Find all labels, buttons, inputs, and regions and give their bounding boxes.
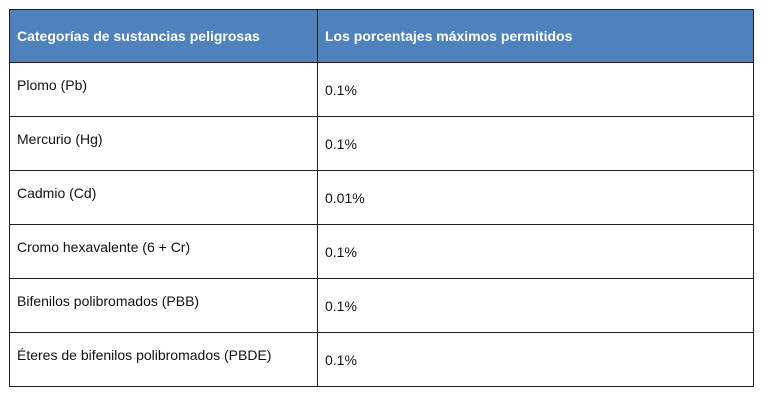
cell-max-percentage: 0.1% <box>317 332 754 387</box>
cell-max-percentage: 0.1% <box>317 116 754 171</box>
hazardous-substances-table: Categorías de sustancias peligrosas Los … <box>9 9 754 387</box>
cell-category: Cromo hexavalente (6 + Cr) <box>9 224 318 279</box>
cell-category: Plomo (Pb) <box>9 62 318 117</box>
table-row: Cadmio (Cd) 0.01% <box>9 170 754 225</box>
cell-category: Bifenilos polibromados (PBB) <box>9 278 318 333</box>
table-row: Éteres de bifenilos polibromados (PBDE) … <box>9 332 754 387</box>
cell-category: Mercurio (Hg) <box>9 116 318 171</box>
header-category: Categorías de sustancias peligrosas <box>9 9 318 63</box>
cell-category: Éteres de bifenilos polibromados (PBDE) <box>9 332 318 387</box>
table-row: Mercurio (Hg) 0.1% <box>9 116 754 171</box>
header-row: Categorías de sustancias peligrosas Los … <box>9 9 754 63</box>
cell-max-percentage: 0.01% <box>317 170 754 225</box>
table-row: Bifenilos polibromados (PBB) 0.1% <box>9 278 754 333</box>
table-body: Plomo (Pb) 0.1% Mercurio (Hg) 0.1% Cadmi… <box>9 62 754 387</box>
header-max-percentage: Los porcentajes máximos permitidos <box>317 9 754 63</box>
cell-max-percentage: 0.1% <box>317 62 754 117</box>
table-row: Cromo hexavalente (6 + Cr) 0.1% <box>9 224 754 279</box>
cell-category: Cadmio (Cd) <box>9 170 318 225</box>
table-header: Categorías de sustancias peligrosas Los … <box>9 9 754 63</box>
table-row: Plomo (Pb) 0.1% <box>9 62 754 117</box>
cell-max-percentage: 0.1% <box>317 278 754 333</box>
cell-max-percentage: 0.1% <box>317 224 754 279</box>
